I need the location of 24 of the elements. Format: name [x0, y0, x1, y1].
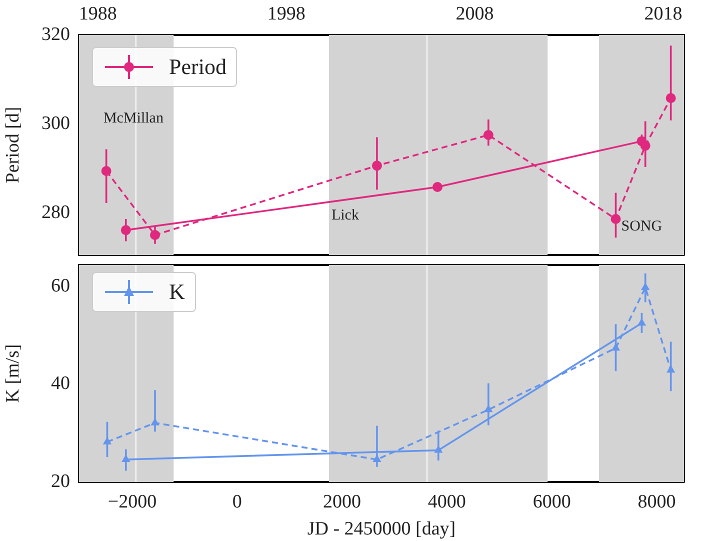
x-axis-title: JD - 2450000 [day] — [307, 518, 456, 540]
y-tick-label: 300 — [42, 112, 70, 134]
legend-label: Period — [169, 54, 226, 80]
legend-label: K — [169, 279, 185, 305]
annotation: McMillan — [103, 110, 164, 127]
y-tick-label: 320 — [42, 24, 70, 45]
y-axis-title: Period [d] — [2, 106, 24, 184]
y-tick-label: 60 — [51, 275, 70, 296]
x2-tick-label: 1988 — [78, 4, 117, 25]
x-tick-label: 4000 — [428, 491, 466, 512]
x-tick-label: 0 — [232, 491, 242, 512]
x-tick-label: 8000 — [638, 491, 676, 512]
y-tick-label: 280 — [42, 202, 70, 223]
annotation: Lick — [331, 207, 360, 224]
x-tick-label: −2000 — [108, 491, 157, 512]
x-tick-label: 6000 — [532, 491, 571, 512]
y-tick-label: 40 — [51, 373, 70, 394]
x2-tick-label: 1998 — [267, 4, 306, 25]
annotation: SONG — [621, 218, 662, 234]
x2-tick-label: 2008 — [456, 4, 494, 25]
x-tick-label: 2000 — [323, 491, 362, 512]
y-axis-title: K [m/s] — [2, 344, 24, 403]
x2-tick-label: 2018 — [644, 4, 682, 25]
y-tick-label: 20 — [51, 470, 70, 492]
